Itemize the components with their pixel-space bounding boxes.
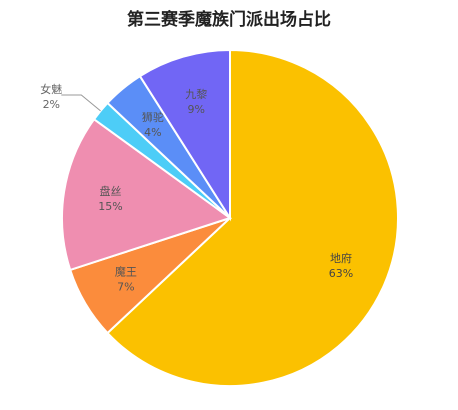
slice-value: 4% (144, 126, 161, 139)
slice-value: 2% (43, 98, 60, 111)
slice-label: 狮驼 (142, 110, 164, 124)
slice-value: 15% (98, 200, 122, 213)
pie-slice (138, 48, 231, 222)
slice-value: 7% (117, 281, 134, 294)
slice-label: 九黎 (185, 87, 207, 101)
slice-label: 女魅 (40, 82, 62, 96)
pie-slice (61, 117, 233, 272)
slice-value: 63% (329, 267, 353, 280)
pie-slice (106, 48, 399, 387)
leader-line (61, 94, 101, 112)
slice-value: 9% (188, 103, 205, 116)
chart-title: 第三赛季魔族门派出场占比 (127, 9, 331, 30)
slice-label: 盘丝 (100, 184, 122, 198)
slice-label: 地府 (330, 251, 352, 265)
slice-label: 魔王 (115, 265, 137, 279)
